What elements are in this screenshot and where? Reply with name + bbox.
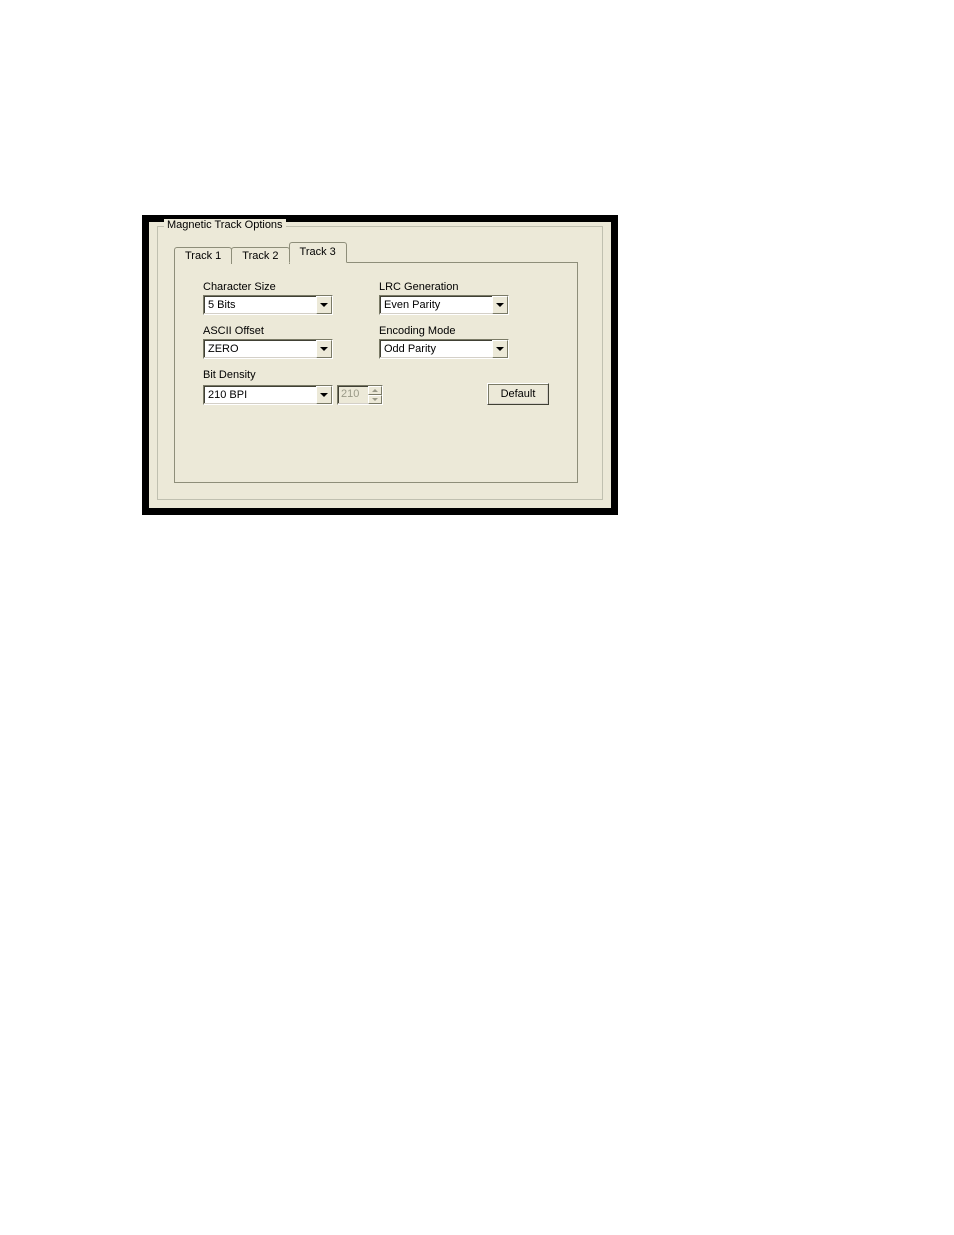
lrc-generation-field: LRC Generation Even Parity — [379, 281, 555, 315]
chevron-down-icon — [496, 347, 504, 351]
dropdown-button[interactable] — [316, 386, 332, 404]
row-1: Character Size 5 Bits LRC Generation — [203, 281, 555, 315]
chevron-down-icon — [320, 347, 328, 351]
page: Magnetic Track Options Track 1 Track 2 T… — [0, 0, 954, 1235]
dialog-panel: Magnetic Track Options Track 1 Track 2 T… — [149, 222, 611, 508]
magnetic-track-options-groupbox: Magnetic Track Options Track 1 Track 2 T… — [157, 226, 603, 500]
tab-content: Character Size 5 Bits LRC Generation — [174, 262, 578, 483]
chevron-down-icon — [320, 303, 328, 307]
character-size-field: Character Size 5 Bits — [203, 281, 379, 315]
lrc-generation-combo[interactable]: Even Parity — [379, 295, 509, 315]
bit-density-value: 210 BPI — [204, 389, 316, 401]
lrc-generation-label: LRC Generation — [379, 281, 555, 293]
default-button[interactable]: Default — [487, 383, 549, 405]
bit-density-label: Bit Density — [203, 369, 555, 381]
spinner-buttons — [368, 386, 382, 404]
chevron-down-icon — [496, 303, 504, 307]
encoding-mode-combo[interactable]: Odd Parity — [379, 339, 509, 359]
spinner-down-button[interactable] — [368, 395, 382, 404]
character-size-label: Character Size — [203, 281, 379, 293]
tab-label: Track 2 — [242, 250, 278, 262]
tab-track-1[interactable]: Track 1 — [174, 247, 232, 264]
ascii-offset-value: ZERO — [204, 343, 316, 355]
dropdown-button[interactable] — [316, 340, 332, 358]
row-3: Bit Density 210 BPI 210 — [203, 369, 555, 405]
character-size-combo[interactable]: 5 Bits — [203, 295, 333, 315]
tab-track-2[interactable]: Track 2 — [231, 247, 289, 264]
ascii-offset-combo[interactable]: ZERO — [203, 339, 333, 359]
spinner-up-button[interactable] — [368, 386, 382, 395]
bit-density-spinner-value: 210 — [338, 386, 368, 404]
bit-density-spinner: 210 — [337, 385, 383, 405]
default-button-wrap: Default — [487, 383, 555, 405]
chevron-down-icon — [372, 398, 378, 401]
bit-density-row: 210 BPI 210 — [203, 383, 555, 405]
track-tabs: Track 1 Track 2 Track 3 — [174, 242, 346, 262]
encoding-mode-label: Encoding Mode — [379, 325, 555, 337]
character-size-value: 5 Bits — [204, 299, 316, 311]
ascii-offset-field: ASCII Offset ZERO — [203, 325, 379, 359]
row-2: ASCII Offset ZERO Encoding Mode — [203, 325, 555, 359]
tab-track-3[interactable]: Track 3 — [289, 242, 347, 263]
bit-density-field: Bit Density 210 BPI 210 — [203, 369, 555, 405]
chevron-up-icon — [372, 389, 378, 392]
tab-label: Track 3 — [300, 246, 336, 258]
dropdown-button[interactable] — [492, 296, 508, 314]
encoding-mode-value: Odd Parity — [380, 343, 492, 355]
ascii-offset-label: ASCII Offset — [203, 325, 379, 337]
dialog-frame: Magnetic Track Options Track 1 Track 2 T… — [142, 215, 618, 515]
encoding-mode-field: Encoding Mode Odd Parity — [379, 325, 555, 359]
dropdown-button[interactable] — [316, 296, 332, 314]
groupbox-title: Magnetic Track Options — [164, 219, 286, 231]
lrc-generation-value: Even Parity — [380, 299, 492, 311]
tab-label: Track 1 — [185, 250, 221, 262]
dropdown-button[interactable] — [492, 340, 508, 358]
chevron-down-icon — [320, 393, 328, 397]
bit-density-combo[interactable]: 210 BPI — [203, 385, 333, 405]
